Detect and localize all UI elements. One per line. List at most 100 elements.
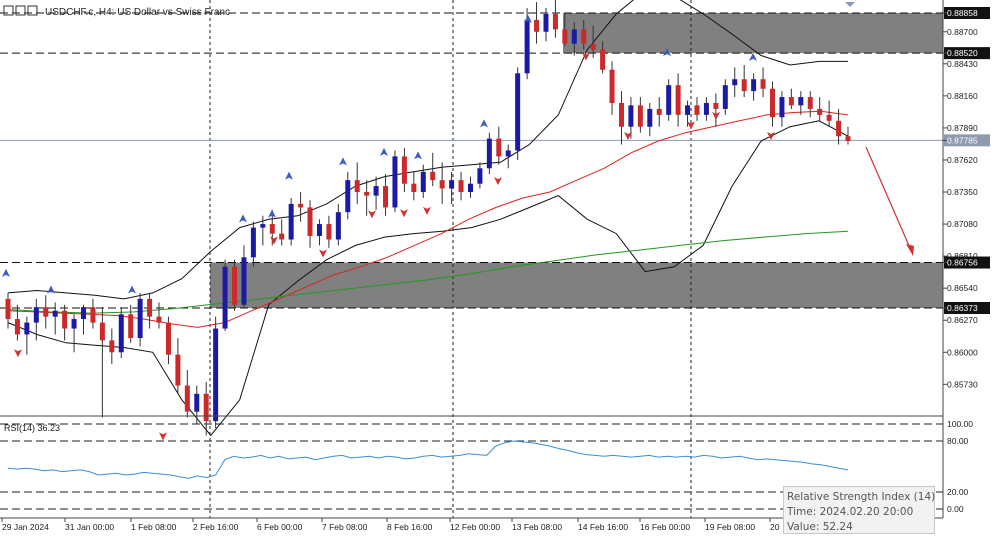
candle-body xyxy=(694,105,700,115)
candle-body xyxy=(109,340,115,353)
time-tick-label: 6 Feb 00:00 xyxy=(257,522,303,532)
symbol-label: USDCHF.c, H4: US Dollar vs Swiss Franc xyxy=(45,7,230,18)
buy-signal-arrow xyxy=(285,171,293,180)
candle-body xyxy=(826,114,832,121)
candle-body xyxy=(345,180,351,213)
candle-body xyxy=(420,171,426,193)
sell-signal-arrow xyxy=(14,349,22,358)
supply-zone xyxy=(563,13,943,54)
buy-signal-arrow xyxy=(480,119,488,128)
candle-body xyxy=(326,224,332,240)
window-icon[interactable] xyxy=(3,5,14,16)
candle-body xyxy=(807,97,813,109)
sell-signal-arrow xyxy=(767,132,775,141)
time-tick-label: 29 Jan 2024 xyxy=(2,522,49,532)
candle-body xyxy=(213,328,219,422)
candle-body xyxy=(184,385,190,412)
buy-signal-arrow xyxy=(47,285,55,294)
price-tick-label: 0.87620 xyxy=(947,155,978,165)
main-chart-area[interactable] xyxy=(0,0,943,416)
rsi-indicator xyxy=(7,440,849,479)
candle-body xyxy=(203,393,209,422)
price-tick-label: 0.88700 xyxy=(947,27,978,37)
current-price-tag xyxy=(944,134,990,147)
price-tick-label: 0.88160 xyxy=(947,91,978,101)
scroll-marker-icon[interactable] xyxy=(845,2,855,7)
candle-body xyxy=(81,307,87,320)
candle-body xyxy=(128,314,134,339)
time-tick-label: 2 Feb 16:00 xyxy=(193,522,239,532)
candle-body xyxy=(732,79,738,86)
candle-body xyxy=(194,393,200,412)
rsi-tooltip: Relative Strength Index (14) Time: 2024.… xyxy=(783,486,935,534)
price-tick-label: 0.86756 xyxy=(947,258,978,268)
tooltip-time: Time: 2024.02.20 20:00 xyxy=(787,506,914,518)
candle-body xyxy=(845,136,851,141)
candle-body xyxy=(713,102,719,109)
candle-body xyxy=(741,79,747,92)
candle-body xyxy=(71,319,77,329)
time-tick-label: 14 Feb 16:00 xyxy=(578,522,628,532)
candle-body xyxy=(581,29,587,44)
buy-signal-arrow xyxy=(128,285,136,294)
candle-body xyxy=(675,85,681,115)
tooltip-value: Value: 52.24 xyxy=(787,521,853,533)
candle-body xyxy=(24,322,30,335)
candle-body xyxy=(260,224,266,228)
candle-body xyxy=(137,298,143,339)
rsi-line xyxy=(7,440,849,479)
candle-body xyxy=(156,316,162,323)
candle-body xyxy=(656,108,662,115)
signal-arrows xyxy=(2,14,775,441)
candle-body xyxy=(241,257,247,305)
buy-signal-arrow xyxy=(524,14,532,23)
time-tick-label: 13 Feb 08:00 xyxy=(512,522,562,532)
sell-signal-arrow xyxy=(400,209,408,218)
candle-body xyxy=(33,307,39,323)
candle-body xyxy=(316,224,322,236)
ma-red-line xyxy=(7,110,849,328)
price-tick-label: 0.86270 xyxy=(947,315,978,325)
candle-body xyxy=(439,180,445,189)
zone-price-tag xyxy=(944,302,990,314)
candle-body xyxy=(288,203,294,240)
buy-signal-arrow xyxy=(339,157,347,166)
candle-body xyxy=(467,183,473,193)
candle-body xyxy=(722,85,728,109)
candle-body xyxy=(62,310,68,329)
candle-body xyxy=(411,183,417,193)
time-tick-label: 7 Feb 08:00 xyxy=(322,522,368,532)
candle-body xyxy=(600,49,606,70)
time-axis[interactable]: 29 Jan 2024 31 Jan 00:00 1 Feb 08:00 2 Feb … xyxy=(1,518,780,532)
sell-signal-arrow xyxy=(159,432,167,441)
candle-body xyxy=(250,227,256,258)
candle-body xyxy=(836,120,842,137)
sell-signal-arrow xyxy=(712,111,720,120)
toolbar-icons[interactable] xyxy=(3,5,38,16)
price-tick-label: 0.86373 xyxy=(947,303,978,313)
candle-body xyxy=(5,298,11,320)
sell-signal-arrow xyxy=(624,132,632,141)
candle-body xyxy=(373,186,379,196)
candle-body xyxy=(175,354,181,386)
candle-body xyxy=(99,322,105,341)
candle-body xyxy=(486,138,492,169)
candle-body xyxy=(449,180,455,189)
candle-body xyxy=(505,150,511,157)
candle-body xyxy=(788,97,794,106)
candle-body xyxy=(43,307,49,317)
window-icon[interactable] xyxy=(15,5,26,16)
candle-body xyxy=(618,102,624,127)
candle-body xyxy=(364,192,370,196)
projection-arrow xyxy=(865,146,914,256)
candle-body xyxy=(307,207,313,236)
candle-body xyxy=(401,156,407,184)
time-tick-label: 1 Feb 08:00 xyxy=(131,522,177,532)
window-icon[interactable] xyxy=(27,5,38,16)
projection-arrowhead-icon xyxy=(906,244,914,256)
candle-body xyxy=(590,43,596,50)
buy-signal-arrow xyxy=(268,209,276,218)
time-tick-label: 19 Feb 08:00 xyxy=(705,522,755,532)
